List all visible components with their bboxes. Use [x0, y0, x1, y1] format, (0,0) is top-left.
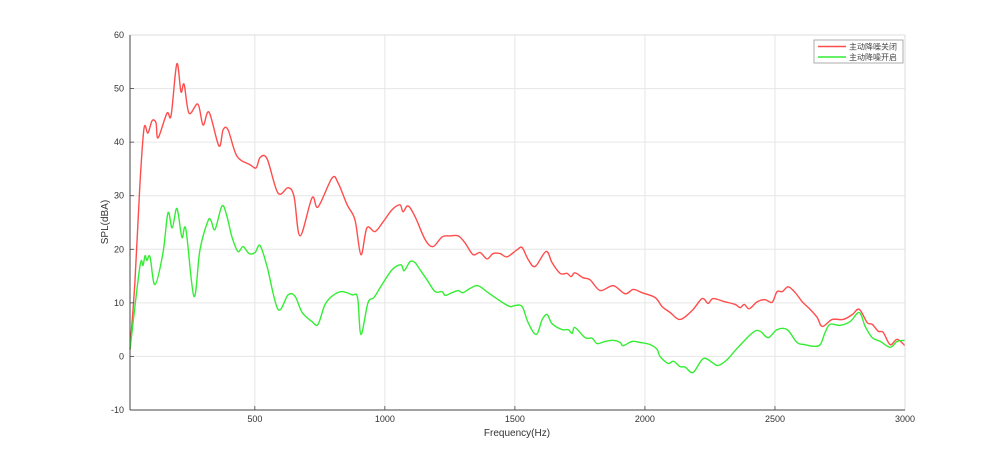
legend-label-on: 主动降噪开启 [849, 52, 897, 62]
y-axis-label: SPL(dBA) [100, 200, 111, 244]
axes: 500 1000 1500 2000 2500 3000 -10 0 10 20 30 40 50 60 [111, 30, 915, 424]
series-lines [129, 63, 906, 374]
x-tick-label: 1000 [375, 414, 395, 424]
series-line-0 [129, 63, 906, 350]
y-tick-label: 30 [114, 191, 124, 201]
y-tick-label: -10 [111, 405, 124, 415]
y-tick-label: 20 [114, 244, 124, 254]
plot-area [130, 35, 905, 410]
x-tick-label: 2500 [765, 414, 785, 424]
y-tick-label: 10 [114, 298, 124, 308]
x-tick-label: 3000 [895, 414, 915, 424]
x-axis-label: Frequency(Hz) [484, 428, 550, 439]
series-line-1 [129, 204, 906, 374]
x-tick-label: 500 [247, 414, 262, 424]
y-tick-label: 50 [114, 84, 124, 94]
y-tick-label: 0 [119, 351, 124, 361]
x-tick-label: 1500 [505, 414, 525, 424]
y-tick-label: 40 [114, 137, 124, 147]
legend: 主动降噪关闭 主动降噪开启 [813, 39, 904, 64]
y-tick-label: 60 [114, 30, 124, 40]
x-tick-label: 2000 [635, 414, 655, 424]
legend-label-off: 主动降噪关闭 [849, 42, 897, 52]
